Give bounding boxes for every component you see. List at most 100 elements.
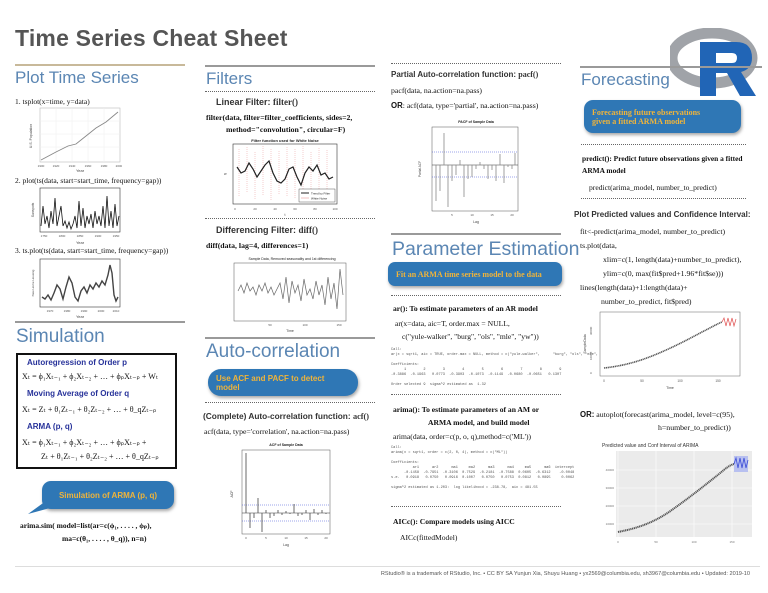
svg-text:0: 0 xyxy=(617,540,619,544)
svg-text:Predicted value and Conf Inter: Predicted value and Conf Interval of ARI… xyxy=(602,443,699,449)
svg-text:100: 100 xyxy=(302,323,307,327)
svg-text:5: 5 xyxy=(451,213,453,217)
svg-text:1800: 1800 xyxy=(59,234,66,238)
svg-text:50: 50 xyxy=(640,379,644,383)
svg-text:Year: Year xyxy=(76,240,85,245)
dotted-divider xyxy=(391,506,561,507)
plot-code-4: ylim=c(0, max(fit$pred+1.96*fit$se))) xyxy=(603,269,724,278)
svg-text:1940: 1940 xyxy=(69,164,76,168)
svg-text:20: 20 xyxy=(253,207,257,211)
svg-text:ACF of Sample Data: ACF of Sample Data xyxy=(269,443,303,447)
svg-text:Trend by Filter: Trend by Filter xyxy=(311,192,330,196)
section-title-parameter-estimation: Parameter Estimation xyxy=(392,238,580,260)
svg-text:150: 150 xyxy=(729,540,734,544)
section-title-simulation: Simulation xyxy=(16,326,105,347)
plot-label-1: 1. tsplot(x=time, y=data) xyxy=(15,97,90,106)
arma-heading: ARMA (p, q) xyxy=(27,422,73,431)
svg-text:10000: 10000 xyxy=(589,351,593,360)
svg-text:20: 20 xyxy=(324,536,328,540)
svg-text:0: 0 xyxy=(234,207,236,211)
divider xyxy=(205,337,375,339)
autocorrelation-callout: Use ACF and PACF to detect model xyxy=(208,369,358,396)
svg-text:Year: Year xyxy=(76,168,85,173)
svg-text:Year: Year xyxy=(76,314,85,319)
ar-heading: Autoregression of Order p xyxy=(27,358,128,367)
svg-text:1970: 1970 xyxy=(47,309,54,313)
svg-text:100: 100 xyxy=(332,207,337,211)
svg-text:50: 50 xyxy=(654,540,658,544)
svg-text:15: 15 xyxy=(304,536,308,540)
arma-equation-line2: Zₜ + θ₁Zₜ₋₁ + θ₂Zₜ₋₂ + … + θ_qZₜ₋ₚ xyxy=(41,452,159,461)
svg-text:150: 150 xyxy=(336,323,341,327)
svg-text:PACF of Sample Data: PACF of Sample Data xyxy=(458,120,494,124)
divider xyxy=(205,65,375,67)
predict-heading: predict(): Predict future observations g… xyxy=(582,154,743,175)
svg-text:Filter function used for White: Filter function used for White Noise xyxy=(251,138,319,143)
acf-code: acf(data, type='correlation', na.action=… xyxy=(204,427,350,436)
svg-text:5: 5 xyxy=(265,536,267,540)
svg-text:Time: Time xyxy=(666,386,674,390)
svg-text:Sample Data, Removed seasonali: Sample Data, Removed seasonality and 1st… xyxy=(248,257,335,261)
simulation-callout: Simulation of ARMA (p, q) xyxy=(42,481,174,509)
plot-label-2: 2. plot(ts(data, start=start_time, frequ… xyxy=(15,176,162,185)
plot-code-1: fit<-predict(arima_model, number_to_pred… xyxy=(580,227,726,236)
pacf-label: Partial Auto-correlation function: pacf(… xyxy=(391,70,539,79)
diff-filter-label: Differencing Filter: diff() xyxy=(216,225,319,235)
svg-text:10000: 10000 xyxy=(606,522,615,526)
chart-acf: ACF of Sample Data 0 5 10 15 20 Lag ACF xyxy=(230,443,331,547)
section-title-filters: Filters xyxy=(206,69,253,88)
svg-text:Time: Time xyxy=(286,329,294,333)
svg-text:30000: 30000 xyxy=(589,326,593,335)
arima-heading-1: arima(): To estimate parameters of an AM… xyxy=(393,405,540,414)
arima-console-output: Call: arima(x = sqrt1, order = c(2, 0, 4… xyxy=(391,446,575,490)
svg-text:1950: 1950 xyxy=(113,234,120,238)
arima-heading-2: ARMA model, and build model xyxy=(428,418,530,427)
svg-text:1900: 1900 xyxy=(38,164,45,168)
forecasting-callout: Forecasting future observations given a … xyxy=(584,100,741,133)
dotted-divider xyxy=(205,91,375,92)
svg-text:1980: 1980 xyxy=(101,164,108,168)
svg-text:Lag: Lag xyxy=(473,220,479,224)
ar-heading: ar(): To estimate parameters of an AR mo… xyxy=(393,304,538,313)
acf-label: (Complete) Auto-correlation function: ac… xyxy=(203,411,370,421)
dotted-divider xyxy=(391,63,561,64)
chart-us-population: Year U.S. Population 1900 1920 1940 1960 198… xyxy=(29,107,122,173)
svg-text:1750: 1750 xyxy=(41,234,48,238)
svg-text:10: 10 xyxy=(470,213,474,217)
formula-box: Autoregression of Order p Xₜ = ϕ₁Xₜ₋₁ + … xyxy=(16,353,177,469)
section-title-plot-time-series: Plot Time Series xyxy=(15,68,139,87)
svg-text:White Noise: White Noise xyxy=(311,197,328,201)
linear-filter-code-1: filter(data, filter=filter_coefficients,… xyxy=(206,113,353,122)
ar-code-2: c("yule-walker", "burg", "ols", "mle", "… xyxy=(402,332,539,341)
chart-diff-sample: Sample Data, Removed seasonality and 1st… xyxy=(233,257,347,333)
svg-text:100: 100 xyxy=(677,379,683,383)
svg-text:U.S. Population: U.S. Population xyxy=(29,124,33,148)
aicc-heading: AICc(): Compare models using AICC xyxy=(393,517,515,526)
svg-text:1980: 1980 xyxy=(64,309,71,313)
dotted-divider xyxy=(205,402,375,403)
chart-filter-white-noise: Filter function used for White Noise Tre… xyxy=(224,138,338,217)
page-title: Time Series Cheat Sheet xyxy=(15,25,288,51)
forecasting-callout-line1: Forecasting future observations xyxy=(592,107,701,117)
dotted-divider xyxy=(581,198,746,199)
autocorrelation-callout-text: Use ACF and PACF to detect model xyxy=(216,373,325,392)
arima-sim-code-2: ma=c(θ₁, . . . . , θ_q)), n=n) xyxy=(62,534,147,543)
forecasting-callout-line2: given a fitted ARMA model xyxy=(592,116,686,126)
plot-code-2: ts.plot(data, xyxy=(580,241,617,250)
svg-text:Partial ACF: Partial ACF xyxy=(418,161,422,177)
svg-text:100: 100 xyxy=(691,540,696,544)
linear-filter-code-2: method="convolution", circular=F) xyxy=(226,125,346,134)
dotted-divider xyxy=(391,394,561,395)
svg-text:0: 0 xyxy=(589,372,593,374)
predict-code: predict(arima_model, number_to_predict) xyxy=(589,183,717,192)
svg-text:New Home Housing: New Home Housing xyxy=(31,269,35,296)
divider xyxy=(15,321,185,323)
svg-text:150: 150 xyxy=(715,379,721,383)
svg-text:40: 40 xyxy=(273,207,277,211)
pacf-code: pacf(data, na.action=na.pass) xyxy=(391,86,482,95)
section-title-forecasting: Forecasting xyxy=(581,70,670,89)
diff-filter-code: diff(data, lag=4, differences=1) xyxy=(206,241,309,250)
footer-credits: RStudio® is a trademark of RStudio, Inc.… xyxy=(380,571,750,577)
ma-equation: Xₜ = Zₜ + θ₁Zₜ₋₁ + θ₂Zₜ₋₂ + … + θ_qZₜ₋ₚ xyxy=(22,405,157,414)
svg-text:1960: 1960 xyxy=(85,164,92,168)
